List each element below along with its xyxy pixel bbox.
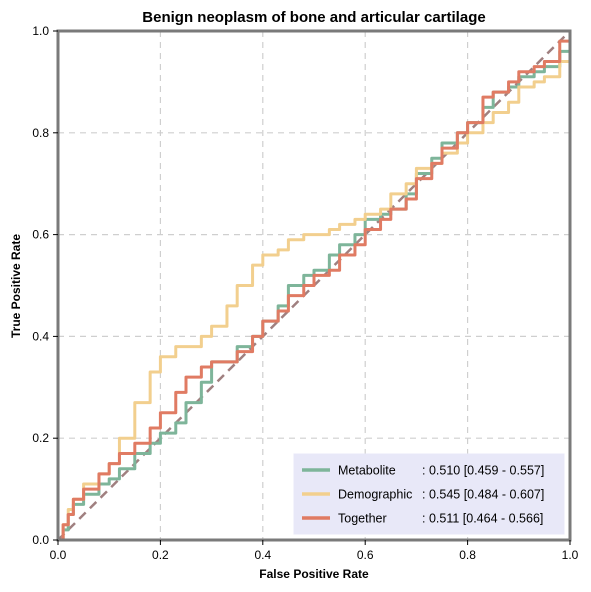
y-axis-title: True Positive Rate	[9, 234, 23, 338]
legend-label-demographic: Demographic	[338, 488, 412, 502]
series-line-demographic	[58, 31, 572, 542]
plot-frame	[56, 29, 572, 542]
series-line-metabolite	[58, 31, 572, 542]
chart-title: Benign neoplasm of bone and articular ca…	[142, 9, 485, 26]
x-tick-label: 0.0	[50, 548, 67, 562]
legend-score-together: : 0.511 [0.464 - 0.566]	[422, 512, 543, 526]
roc-series	[58, 31, 572, 542]
y-tick-label: 0.8	[32, 126, 49, 140]
y-tick-label: 0.0	[32, 533, 49, 547]
axis-ticks: 0.0 0.2 0.4 0.6 0.8 1.0 0.0 0.2 0.4 0.6 0.8 1.0	[32, 24, 578, 562]
legend-label-metabolite: Metabolite	[338, 464, 413, 478]
x-tick-label: 0.6	[357, 548, 374, 562]
x-tick-label: 0.4	[254, 548, 271, 562]
legend: Metabolite : 0.510 [0.459 - 0.557] Demogr…	[293, 453, 565, 535]
x-tick-label: 1.0	[562, 548, 579, 562]
x-tick-label: 0.2	[152, 548, 169, 562]
y-tick-label: 0.2	[32, 431, 49, 445]
legend-box	[293, 453, 565, 535]
legend-score-metabolite: : 0.510 [0.459 - 0.557]	[422, 464, 544, 478]
y-tick-label: 0.4	[32, 329, 49, 343]
y-tick-label: 1.0	[32, 24, 49, 38]
x-axis-title: False Positive Rate	[259, 567, 369, 581]
series-line-together	[58, 31, 572, 542]
legend-label-together: Together	[338, 512, 411, 526]
y-tick-label: 0.6	[32, 228, 49, 242]
x-tick-label: 0.8	[459, 548, 476, 562]
legend-score-demographic: : 0.545 [0.484 - 0.607]	[422, 488, 544, 502]
